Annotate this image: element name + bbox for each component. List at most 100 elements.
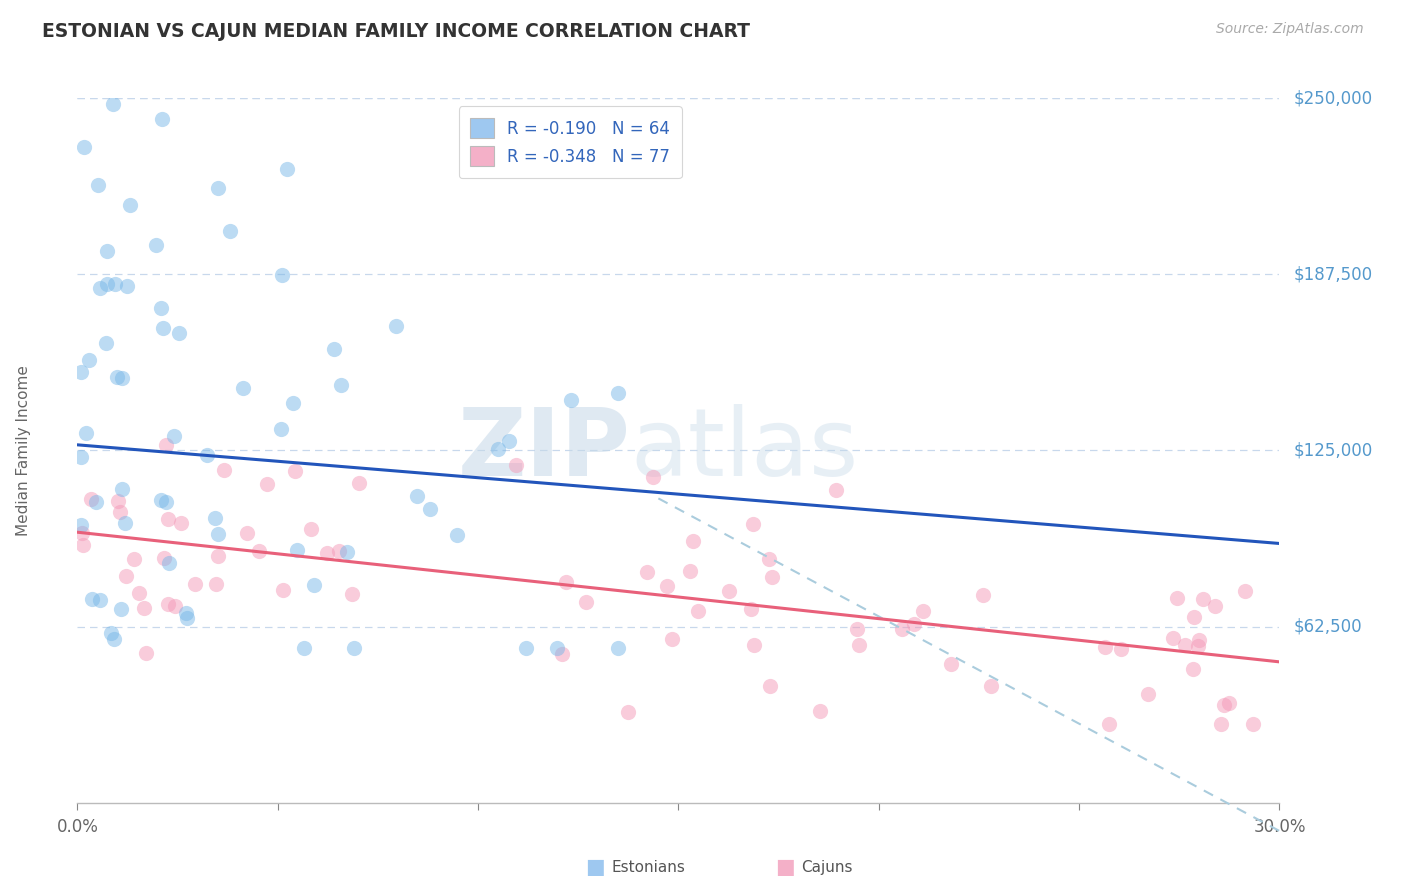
Point	[256, 477, 278, 491]
Point	[939, 657, 962, 671]
Point	[1233, 583, 1256, 598]
Point	[145, 237, 167, 252]
Point	[94, 336, 117, 351]
Point	[643, 469, 665, 483]
Point	[299, 522, 322, 536]
Point	[70, 450, 93, 464]
Point	[70, 526, 93, 541]
Point	[560, 392, 582, 407]
Point	[554, 574, 576, 589]
Point	[114, 516, 136, 530]
Point	[276, 161, 298, 176]
Point	[385, 319, 408, 334]
Point	[70, 365, 93, 379]
Point	[972, 588, 994, 602]
Point	[155, 495, 177, 509]
Point	[1137, 687, 1160, 701]
Point	[302, 577, 325, 591]
Point	[70, 518, 93, 533]
Point	[551, 648, 574, 662]
Point	[419, 502, 441, 516]
Point	[165, 599, 187, 613]
Point	[132, 600, 155, 615]
Text: $250,000: $250,000	[1294, 89, 1372, 107]
Text: ■: ■	[585, 857, 605, 877]
Point	[294, 640, 316, 655]
Text: Median Family Income: Median Family Income	[15, 365, 31, 536]
Point	[114, 568, 136, 582]
Point	[1209, 717, 1232, 731]
Point	[1161, 631, 1184, 645]
Point	[636, 566, 658, 580]
Point	[1182, 610, 1205, 624]
Point	[488, 442, 510, 457]
Point	[96, 277, 118, 291]
Point	[110, 370, 132, 384]
Text: Source: ZipAtlas.com: Source: ZipAtlas.com	[1216, 22, 1364, 37]
Point	[84, 495, 107, 509]
Point	[1098, 717, 1121, 731]
Point	[247, 544, 270, 558]
Text: atlas: atlas	[630, 404, 859, 497]
Text: $62,500: $62,500	[1294, 617, 1362, 636]
Text: ESTONIAN VS CAJUN MEDIAN FAMILY INCOME CORRELATION CHART: ESTONIAN VS CAJUN MEDIAN FAMILY INCOME C…	[42, 22, 751, 41]
Point	[825, 483, 848, 497]
Point	[347, 475, 370, 490]
Point	[515, 640, 537, 655]
Point	[682, 533, 704, 548]
Point	[111, 483, 134, 497]
Point	[176, 606, 198, 620]
Point	[195, 448, 218, 462]
Point	[328, 544, 350, 558]
Point	[980, 679, 1002, 693]
Point	[205, 577, 228, 591]
Point	[1241, 717, 1264, 731]
Point	[1174, 638, 1197, 652]
Point	[270, 422, 292, 436]
Point	[110, 505, 132, 519]
Point	[103, 632, 125, 647]
Point	[808, 704, 831, 718]
Point	[152, 112, 174, 126]
Point	[104, 277, 127, 292]
Point	[152, 551, 174, 566]
Point	[204, 511, 226, 525]
Point	[284, 464, 307, 478]
Point	[207, 181, 229, 195]
Point	[167, 326, 190, 340]
Point	[110, 601, 132, 615]
Point	[232, 381, 254, 395]
Point	[661, 632, 683, 647]
Point	[122, 551, 145, 566]
Point	[281, 396, 304, 410]
Point	[903, 616, 925, 631]
Point	[848, 638, 870, 652]
Point	[150, 492, 173, 507]
Point	[742, 638, 765, 652]
Point	[1182, 662, 1205, 676]
Point	[912, 604, 935, 618]
Point	[159, 557, 181, 571]
Point	[212, 463, 235, 477]
Point	[96, 244, 118, 258]
Point	[101, 96, 124, 111]
Point	[617, 705, 640, 719]
Point	[1187, 639, 1209, 653]
Point	[316, 546, 339, 560]
Point	[686, 604, 709, 618]
Point	[157, 597, 180, 611]
Point	[79, 491, 101, 506]
Point	[717, 584, 740, 599]
Point	[184, 577, 207, 591]
Point	[606, 385, 628, 400]
Point	[100, 626, 122, 640]
Point	[89, 593, 111, 607]
Point	[761, 570, 783, 584]
Point	[759, 679, 782, 693]
Point	[117, 278, 139, 293]
Text: ZIP: ZIP	[457, 404, 630, 497]
Point	[329, 378, 352, 392]
Point	[890, 622, 912, 636]
Point	[1205, 599, 1227, 613]
Text: Estonians: Estonians	[612, 860, 686, 874]
